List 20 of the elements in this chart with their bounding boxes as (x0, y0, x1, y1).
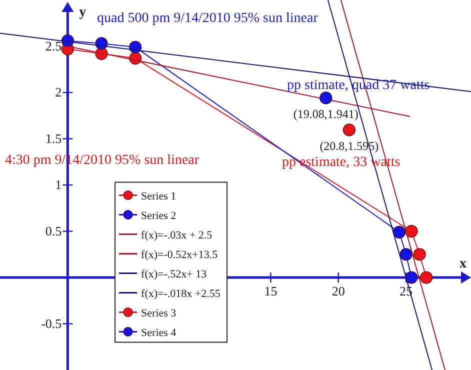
legend-label: f(x)=-.03x + 2.5 (141, 229, 213, 242)
legend-label: Series 4 (141, 326, 177, 339)
y-tick-label: 1.5 (45, 130, 62, 146)
y-tick-label: 2 (55, 84, 62, 100)
legend-label: f(x)=-.018x +2.55 (141, 288, 221, 300)
legend-label: Series 1 (141, 190, 176, 202)
x-tick-label: 15 (264, 284, 278, 298)
legend-label: Series 2 (141, 210, 176, 222)
y-tick-label: 1 (55, 177, 62, 192)
data-label: (19.08,1.941) (293, 106, 358, 121)
x-tick-label: 20 (332, 284, 345, 298)
legend-label: Series 3 (141, 307, 177, 320)
x-axis-title: x (460, 256, 466, 272)
y-tick-label: -0.5 (41, 316, 62, 331)
y-tick-label: 2.5 (45, 38, 62, 54)
legend-label: f(x)=-0.52x+13.5 (141, 248, 218, 261)
y-axis-title: y (79, 5, 86, 20)
annotation: quad 500 pm 9/14/2010 95% sun linear (97, 11, 318, 26)
legend-label: f(x)=-.52x+ 13 (141, 268, 208, 280)
y-tick-label: 0.5 (45, 223, 62, 238)
